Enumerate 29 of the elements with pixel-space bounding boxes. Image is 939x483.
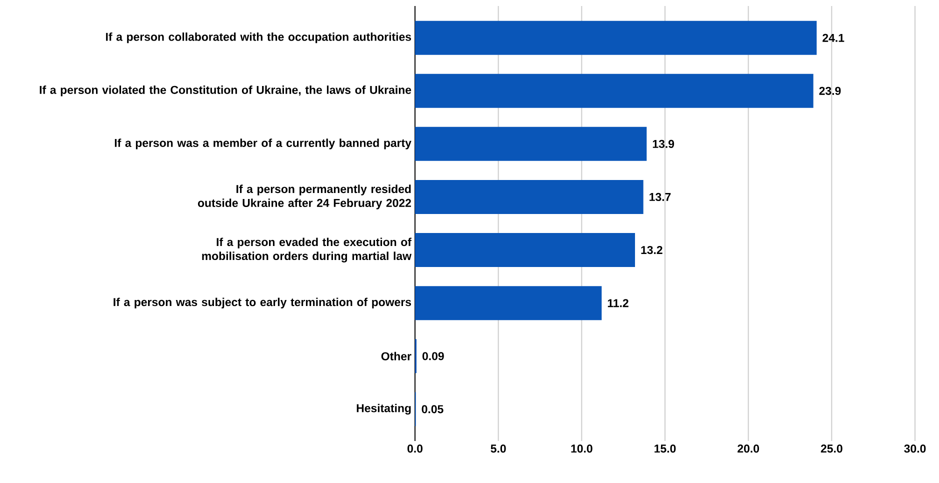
data-label: 0.05 [422, 405, 444, 414]
y-tick-label: If a person collaborated with the occupation authorities [106, 32, 412, 44]
data-label: 0.09 [422, 352, 444, 360]
x-tick-label: 25.0 [820, 444, 842, 453]
y-tick-label: If a person was subject to early termination of powers [114, 298, 412, 308]
data-label: 13.2 [641, 246, 662, 254]
y-tick-label: Hesitating [356, 404, 411, 415]
y-tick-label: If a person permanently resided outside Ukraine after 24 February 2022 [198, 184, 411, 210]
y-tick-label: If a person evaded the execution of mobilisation orders during martial law [202, 238, 412, 262]
x-tick-label: 10.0 [571, 444, 592, 453]
data-label: 24.1 [822, 34, 844, 42]
x-tick-label: 20.0 [738, 444, 760, 453]
bar [415, 20, 817, 55]
y-tick-label: Other [381, 352, 412, 360]
x-tick-label: 15.0 [654, 444, 676, 453]
x-tick-label: 30.0 [904, 444, 926, 453]
data-label: 11.2 [608, 299, 628, 308]
bar [415, 126, 647, 161]
data-label: 13.9 [652, 140, 674, 148]
y-tick-label: If a person violated the Constitution of Ukraine, the laws of Ukraine [40, 86, 412, 96]
bar [415, 74, 814, 108]
x-tick-label: 5.0 [490, 444, 506, 453]
data-label: 13.7 [650, 192, 671, 202]
bar [415, 233, 636, 268]
y-tick-label: If a person was a member of a currently banned party [114, 138, 412, 150]
bar [415, 286, 602, 320]
data-label: 23.9 [819, 86, 841, 95]
x-tick-label: 0.0 [407, 444, 422, 453]
bar [415, 180, 644, 214]
